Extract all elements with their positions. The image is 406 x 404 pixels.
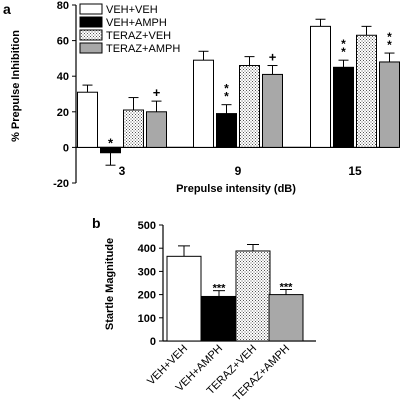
x-tick-label: 15 (348, 164, 362, 178)
chart-a: -20020406080*+3**+9****15VEH+VEHVEH+AMPH… (53, 0, 400, 190)
significance-mark: * (387, 38, 392, 52)
y-tick-label: 80 (57, 0, 69, 12)
bar (333, 66, 354, 148)
bar (262, 73, 283, 148)
bar (193, 59, 214, 148)
significance-mark: * (108, 135, 114, 150)
bar (216, 113, 237, 148)
chart-a-ylabel: % Prepulse Inhibition (10, 30, 22, 142)
y-tick-label: 400 (138, 243, 156, 255)
chart-b-ylabel: Startle Magnitude (104, 238, 116, 330)
bar (310, 25, 331, 148)
bar (166, 255, 202, 342)
panel-b-letter: b (92, 215, 101, 231)
legend-label: VEH+AMPH (106, 17, 167, 29)
legend-label: TERAZ+AMPH (106, 43, 180, 55)
bar (201, 295, 237, 342)
y-tick-label: 500 (138, 220, 156, 232)
legend-swatch (79, 42, 103, 54)
chart-b: 0100200300400500VEH+VEH***VEH+AMPHTERAZ+… (138, 220, 316, 404)
bar (146, 111, 167, 148)
legend-swatch (79, 16, 103, 28)
y-tick-label: 100 (138, 313, 156, 325)
y-tick-label: 60 (57, 36, 69, 48)
significance-mark: * (341, 45, 346, 59)
y-tick-label: 0 (150, 336, 156, 348)
significance-mark: + (153, 85, 161, 100)
bar (123, 109, 144, 148)
significance-mark: * (224, 82, 229, 96)
panel-a-letter: a (3, 1, 11, 17)
x-tick-label: 3 (119, 164, 126, 178)
chart-a-xlabel: Prepulse intensity (dB) (176, 183, 296, 195)
significance-mark: *** (280, 281, 294, 293)
bar (100, 146, 121, 154)
y-tick-label: -20 (53, 178, 69, 190)
y-tick-label: 20 (57, 107, 69, 119)
y-tick-label: 200 (138, 290, 156, 302)
legend-swatch (79, 29, 103, 41)
legend-label: VEH+VEH (106, 4, 158, 16)
y-tick-label: 300 (138, 266, 156, 278)
legend-swatch (79, 3, 103, 15)
significance-mark: * (387, 30, 392, 44)
bar (268, 294, 304, 342)
significance-mark: * (224, 90, 229, 104)
significance-mark: *** (213, 283, 227, 295)
y-tick-label: 40 (57, 71, 69, 83)
significance-mark: + (269, 50, 277, 65)
y-tick-label: 0 (63, 142, 69, 154)
bar (235, 250, 271, 342)
bar (239, 65, 260, 148)
significance-mark: * (341, 37, 346, 51)
bar (379, 61, 400, 148)
legend-label: TERAZ+VEH (106, 30, 171, 42)
bar (77, 91, 98, 148)
bar (356, 34, 377, 148)
x-tick-label: 9 (235, 164, 242, 178)
